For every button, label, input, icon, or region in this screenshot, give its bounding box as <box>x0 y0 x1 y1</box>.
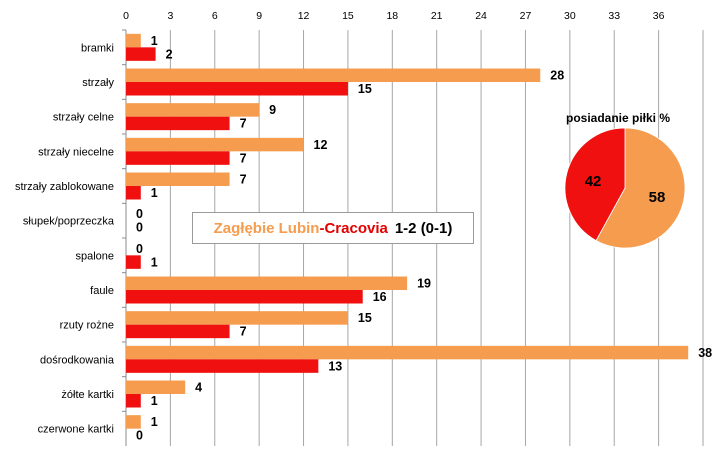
data-label: 0 <box>136 242 143 256</box>
bar-series2-0 <box>126 47 156 61</box>
x-tick-label: 27 <box>520 10 532 22</box>
bar-series1-11 <box>126 415 141 429</box>
bar-series2-7 <box>126 290 363 304</box>
away-team: Cracovia <box>324 219 388 237</box>
data-label: 19 <box>417 277 431 291</box>
x-tick-label: 33 <box>608 10 620 22</box>
category-label: strzały zablokowane <box>15 181 114 193</box>
category-label: rzuty rożne <box>60 320 114 332</box>
data-label: 1 <box>151 415 158 429</box>
bar-series2-9 <box>126 359 319 373</box>
data-label: 28 <box>550 69 564 83</box>
match-score: 1-2 (0-1) <box>394 219 453 237</box>
data-label: 7 <box>240 325 247 339</box>
data-label: 0 <box>136 207 143 221</box>
data-label: 15 <box>358 311 372 325</box>
category-label: strzały niecelne <box>38 146 114 158</box>
category-label: żółte kartki <box>61 389 114 401</box>
x-tick-label: 6 <box>212 10 218 22</box>
x-tick-label: 21 <box>431 10 443 22</box>
data-label: 7 <box>240 151 247 165</box>
bar-series2-8 <box>126 324 230 339</box>
bar-series1-2 <box>126 103 260 117</box>
bar-series2-3 <box>126 151 230 165</box>
data-label: 1 <box>151 255 158 269</box>
category-label: dośrodkowania <box>40 354 115 366</box>
data-label: 12 <box>314 138 328 152</box>
data-label: 4 <box>195 381 202 395</box>
data-label: 16 <box>373 290 387 304</box>
bar-series2-10 <box>126 394 141 408</box>
pie-title: posiadanie piłki % <box>566 111 670 125</box>
data-label: 2 <box>166 47 173 61</box>
team-separator: - <box>319 219 325 237</box>
bar-series1-4 <box>126 172 230 186</box>
pie-slice-1 <box>564 127 626 242</box>
match-result-box: Zagłębie Lubin - Cracovia 1-2 (0-1) <box>192 212 474 244</box>
bar-series1-3 <box>126 137 304 152</box>
bar-series1-9 <box>126 345 689 360</box>
bars <box>126 33 689 429</box>
data-label: 38 <box>698 346 712 360</box>
x-tick-label: 3 <box>167 10 173 22</box>
bar-series1-7 <box>126 276 408 290</box>
pie-slice-label: 42 <box>585 173 602 190</box>
category-label: strzały celne <box>53 112 114 124</box>
data-label: 7 <box>240 117 247 131</box>
bar-series1-10 <box>126 380 186 394</box>
category-label: czerwone kartki <box>38 424 114 436</box>
data-label: 9 <box>269 103 276 117</box>
x-tick-label: 18 <box>386 10 398 22</box>
data-label: 7 <box>240 173 247 187</box>
pie-slice-0 <box>595 127 686 249</box>
x-tick-label: 0 <box>123 10 129 22</box>
x-tick-label: 9 <box>256 10 262 22</box>
x-tick-label: 30 <box>564 10 576 22</box>
bar-series1-1 <box>126 68 541 82</box>
category-label: bramki <box>81 42 114 54</box>
bar-series1-0 <box>126 33 141 48</box>
x-tick-label: 12 <box>298 10 310 22</box>
data-label: 13 <box>328 359 342 373</box>
data-label: 1 <box>151 394 158 408</box>
home-team: Zagłębie Lubin <box>213 219 320 237</box>
category-label: spalone <box>75 250 114 262</box>
x-tick-label: 24 <box>475 10 487 22</box>
data-label: 0 <box>136 429 143 443</box>
pie-slice-label: 58 <box>649 189 666 206</box>
data-label: 15 <box>358 82 372 96</box>
data-label: 1 <box>151 34 158 48</box>
category-label: słupek/poprzeczka <box>23 216 115 228</box>
x-tick-label: 36 <box>653 10 665 22</box>
category-label: faule <box>90 285 114 297</box>
x-axis-ticks: 0 3 6 9 12 15 18 21 24 27 30 33 36 <box>123 10 665 22</box>
x-tick-label: 15 <box>342 10 354 22</box>
bar-series2-1 <box>126 82 348 96</box>
bar-series2-6 <box>126 255 141 269</box>
bar-series2-2 <box>126 116 230 131</box>
bar-series1-8 <box>126 311 348 325</box>
category-label: strzały <box>82 77 114 89</box>
data-label: 0 <box>136 221 143 235</box>
bar-series2-4 <box>126 186 141 200</box>
possession-pie: posiadanie piłki % 58 42 <box>564 111 686 249</box>
category-labels: bramki strzały strzały celne strzały niecel… <box>15 42 115 435</box>
data-label: 1 <box>151 186 158 200</box>
